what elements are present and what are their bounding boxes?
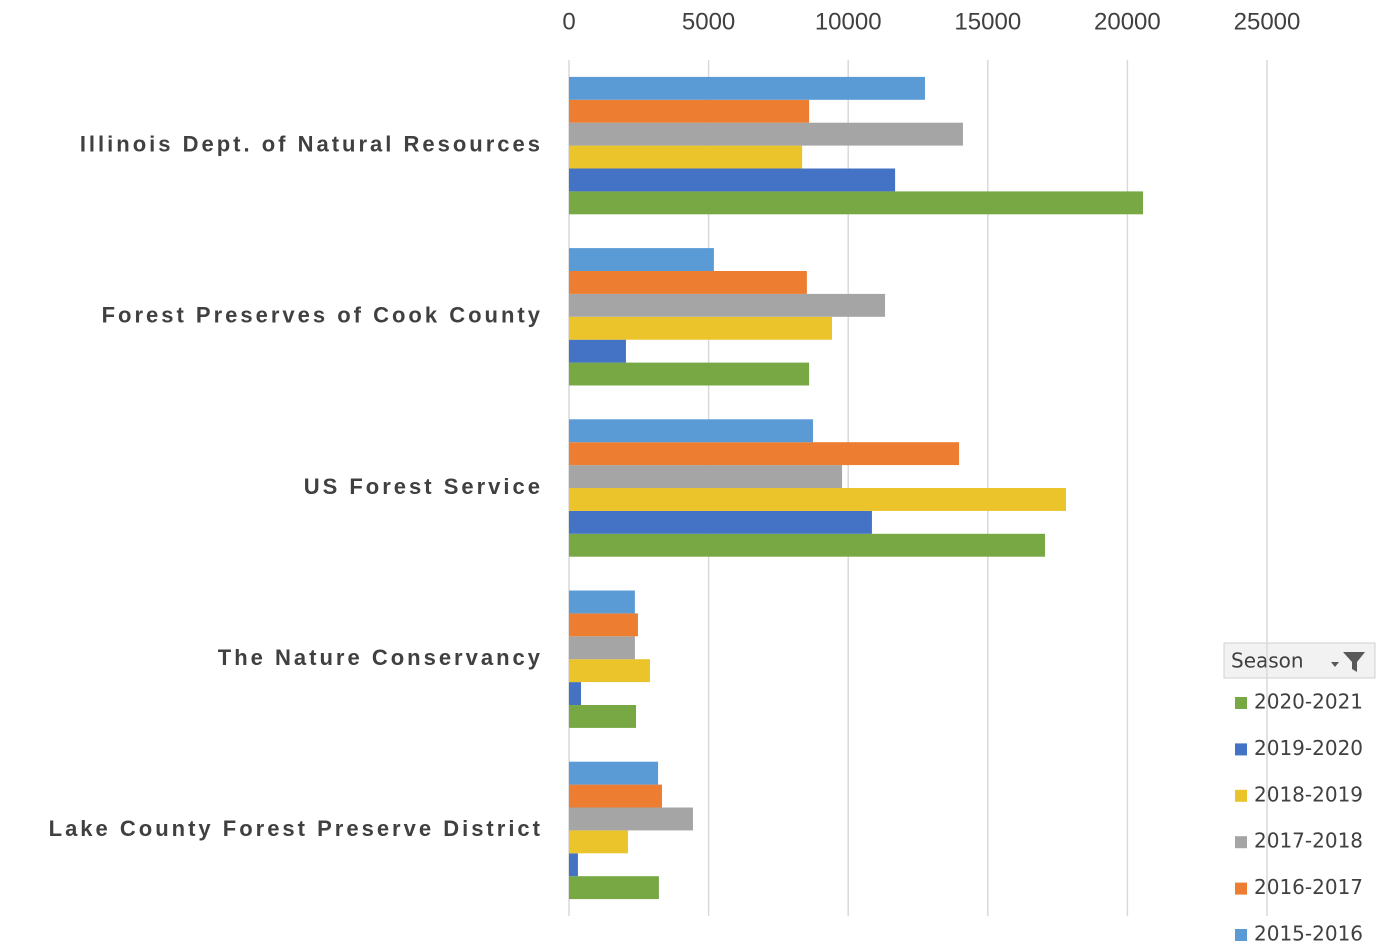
- legend-swatch: [1235, 929, 1247, 941]
- bar: [569, 876, 659, 900]
- x-tick-label: 0: [562, 8, 575, 35]
- bar: [569, 784, 662, 808]
- bar: [569, 122, 963, 146]
- x-tick-label: 10000: [815, 8, 882, 35]
- legend-label: 2019-2020: [1254, 736, 1363, 760]
- bar: [569, 705, 637, 728]
- y-tick-label: Lake County Forest Preserve District: [49, 816, 543, 841]
- bar: [569, 590, 635, 614]
- bar: [569, 613, 638, 637]
- bar: [569, 168, 896, 192]
- bar: [569, 145, 803, 169]
- bar: [569, 761, 659, 785]
- bar: [569, 248, 714, 271]
- legend-swatch: [1235, 697, 1247, 709]
- bar: [569, 316, 833, 340]
- legend-label: 2020-2021: [1254, 690, 1363, 714]
- y-tick-label: Illinois Dept. of Natural Resources: [80, 131, 543, 156]
- bar: [569, 362, 810, 386]
- bar: [569, 271, 807, 294]
- x-tick-label: 20000: [1094, 8, 1161, 35]
- bar: [569, 76, 925, 100]
- legend-swatch: [1235, 882, 1247, 895]
- bar: [569, 99, 810, 123]
- bar: [569, 488, 1066, 511]
- filter-icon[interactable]: [1331, 652, 1365, 672]
- legend-label: 2017-2018: [1254, 829, 1363, 853]
- y-tick-label: US Forest Service: [304, 474, 543, 499]
- bar: [569, 510, 872, 534]
- bar: [569, 659, 650, 683]
- y-tick-label: Forest Preserves of Cook County: [102, 303, 543, 328]
- bar: [569, 533, 1046, 557]
- legend-swatch: [1235, 836, 1247, 849]
- bar: [569, 465, 843, 488]
- bar: [569, 339, 626, 363]
- bar: [569, 419, 814, 443]
- x-tick-label: 5000: [682, 8, 735, 35]
- bar: [569, 807, 693, 831]
- legend-swatch: [1235, 789, 1247, 802]
- bar: [569, 442, 960, 466]
- x-tick-label: 15000: [954, 8, 1021, 35]
- bar: [569, 853, 578, 877]
- legend-label: 2018-2019: [1254, 782, 1363, 806]
- bar: [569, 191, 1144, 215]
- bar: [569, 682, 582, 705]
- bar: [569, 636, 635, 660]
- y-tick-label: The Nature Conservancy: [218, 645, 543, 670]
- x-tick-label: 25000: [1234, 8, 1301, 35]
- legend-swatch: [1235, 743, 1247, 756]
- bar: [569, 293, 886, 317]
- bar: [569, 830, 628, 854]
- legend-label: 2016-2017: [1254, 875, 1363, 899]
- legend-header: [1223, 642, 1376, 679]
- legend-label: 2015-2016: [1254, 922, 1363, 946]
